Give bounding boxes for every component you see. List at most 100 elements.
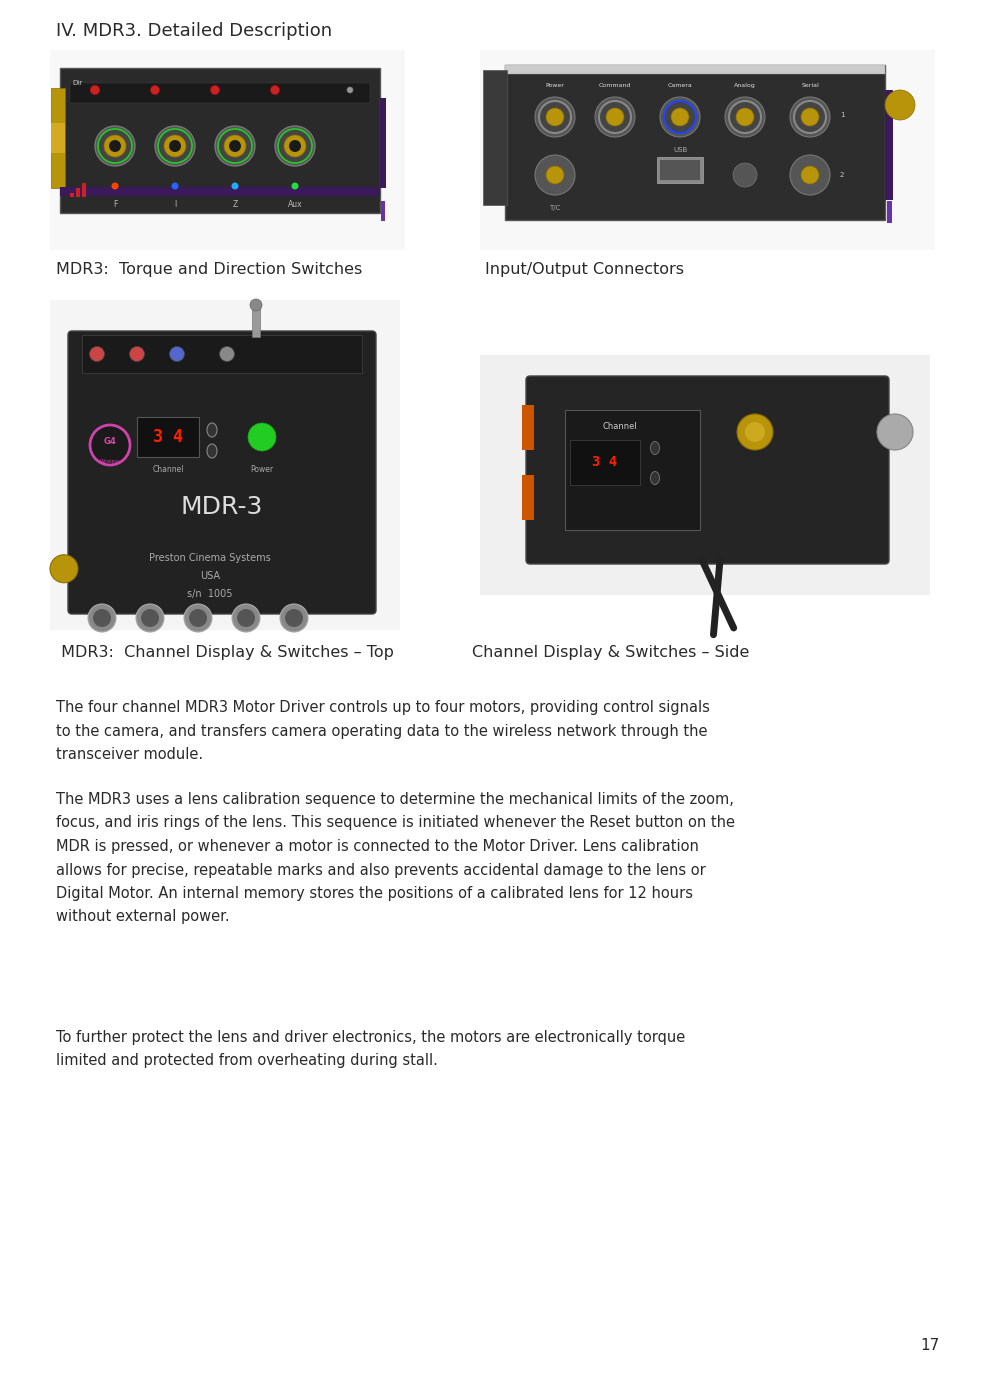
Circle shape [606, 108, 624, 126]
Circle shape [237, 609, 255, 627]
Text: 3 4: 3 4 [592, 454, 618, 470]
Circle shape [88, 603, 116, 632]
Text: T/C: T/C [550, 204, 560, 211]
Bar [51, 88, 65, 188]
Text: without external power.: without external power. [56, 910, 230, 924]
Circle shape [733, 163, 757, 186]
Circle shape [794, 101, 826, 133]
Circle shape [136, 603, 164, 632]
Ellipse shape [650, 442, 660, 454]
Text: 3 4: 3 4 [153, 428, 183, 446]
Circle shape [737, 414, 773, 450]
Circle shape [93, 609, 111, 627]
Bar [82, 184, 86, 197]
Text: Power: Power [546, 83, 564, 88]
Circle shape [292, 182, 298, 189]
Circle shape [745, 423, 765, 442]
Text: G4: G4 [103, 436, 116, 446]
Circle shape [129, 347, 145, 362]
Text: to the camera, and transfers camera operating data to the wireless network throu: to the camera, and transfers camera oper… [56, 724, 707, 739]
Circle shape [218, 128, 252, 163]
Ellipse shape [650, 471, 660, 485]
Circle shape [278, 128, 312, 163]
Text: MDR3:  Torque and Direction Switches: MDR3: Torque and Direction Switches [56, 262, 362, 278]
Text: transceiver module.: transceiver module. [56, 747, 203, 762]
Text: Power: Power [250, 465, 274, 474]
Bar [570, 441, 640, 485]
Text: Command: Command [599, 83, 631, 88]
Bar [82, 336, 362, 373]
Circle shape [546, 166, 564, 184]
Circle shape [877, 414, 913, 450]
Text: I: I [174, 200, 176, 209]
Circle shape [347, 87, 353, 93]
Bar [137, 417, 199, 457]
Bar [505, 65, 885, 220]
Circle shape [90, 347, 104, 362]
Text: s/n  1005: s/n 1005 [187, 590, 232, 599]
Bar [483, 70, 507, 204]
Circle shape [280, 603, 308, 632]
Circle shape [599, 101, 631, 133]
Circle shape [231, 182, 238, 189]
Circle shape [725, 97, 765, 137]
Text: Digital Motor. An internal memory stores the positions of a calibrated lens for : Digital Motor. An internal memory stores… [56, 887, 693, 900]
Circle shape [271, 86, 280, 94]
Circle shape [535, 97, 575, 137]
Text: Aux: Aux [288, 200, 302, 209]
Circle shape [229, 139, 241, 152]
Text: The MDR3 uses a lens calibration sequence to determine the mechanical limits of : The MDR3 uses a lens calibration sequenc… [56, 791, 734, 807]
Text: allows for precise, repeatable marks and also prevents accidental damage to the : allows for precise, repeatable marks and… [56, 863, 705, 877]
Circle shape [539, 101, 571, 133]
Text: Preston Cinema Systems: Preston Cinema Systems [149, 552, 271, 563]
Bar [565, 410, 700, 530]
Text: IV. MDR3. Detailed Description: IV. MDR3. Detailed Description [56, 22, 332, 40]
Circle shape [729, 101, 761, 133]
Circle shape [801, 166, 819, 184]
Text: Channel: Channel [153, 465, 184, 474]
Circle shape [211, 86, 220, 94]
Circle shape [141, 609, 159, 627]
Circle shape [104, 135, 126, 157]
Circle shape [664, 101, 696, 133]
Bar [505, 65, 885, 75]
Bar [76, 188, 80, 197]
Circle shape [171, 182, 178, 189]
Bar [50, 300, 400, 630]
Circle shape [790, 97, 830, 137]
Circle shape [248, 423, 276, 452]
Bar [50, 50, 405, 250]
Bar [380, 98, 386, 188]
Circle shape [790, 155, 830, 195]
Circle shape [155, 126, 195, 166]
Text: MDR is pressed, or whenever a motor is connected to the Motor Driver. Lens calib: MDR is pressed, or whenever a motor is c… [56, 840, 699, 853]
Text: Serial: Serial [801, 83, 819, 88]
Text: Camera: Camera [668, 83, 692, 88]
Circle shape [595, 97, 635, 137]
Bar [252, 305, 260, 337]
Text: Channel Display & Switches – Side: Channel Display & Switches – Side [472, 645, 750, 660]
Circle shape [801, 108, 819, 126]
Bar [70, 193, 74, 197]
Text: 1: 1 [840, 112, 844, 117]
Bar [885, 90, 893, 200]
Circle shape [289, 139, 301, 152]
Ellipse shape [207, 445, 217, 458]
Text: Analog: Analog [734, 83, 755, 88]
Text: MDR3:  Channel Display & Switches – Top: MDR3: Channel Display & Switches – Top [56, 645, 394, 660]
Bar [660, 160, 700, 180]
Text: Wireless: Wireless [99, 458, 120, 464]
Bar [381, 202, 385, 221]
Text: Input/Output Connectors: Input/Output Connectors [485, 262, 684, 278]
Bar [522, 405, 534, 450]
Circle shape [109, 139, 121, 152]
Circle shape [885, 90, 915, 120]
Circle shape [275, 126, 315, 166]
Circle shape [184, 603, 212, 632]
Text: focus, and iris rings of the lens. This sequence is initiated whenever the Reset: focus, and iris rings of the lens. This … [56, 816, 735, 830]
Circle shape [151, 86, 160, 94]
Bar [60, 68, 380, 213]
Bar [70, 83, 370, 102]
Circle shape [91, 86, 99, 94]
Circle shape [95, 126, 135, 166]
